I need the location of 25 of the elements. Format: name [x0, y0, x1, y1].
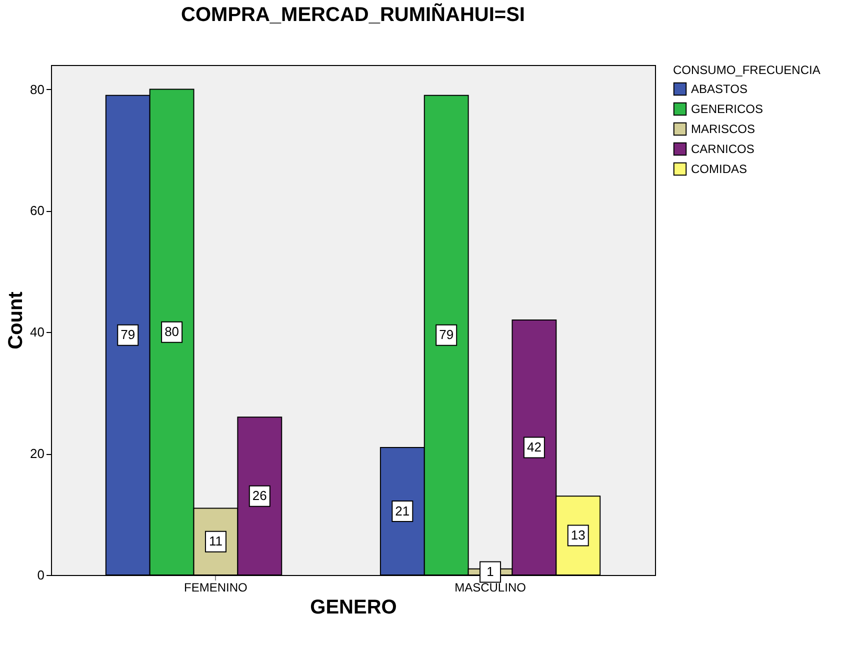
- data-label: 79: [120, 327, 136, 342]
- legend-label: ABASTOS: [691, 82, 748, 96]
- x-tick-label: FEMENINO: [184, 580, 248, 594]
- data-label: 11: [208, 534, 222, 549]
- legend-label: MARISCOS: [691, 122, 756, 136]
- y-tick-label: 80: [30, 82, 44, 97]
- data-label: 1: [486, 564, 494, 579]
- data-label: 42: [526, 440, 542, 454]
- legend-label: GENERICOS: [691, 102, 764, 116]
- data-label: 26: [252, 488, 267, 504]
- data-label: 79: [439, 327, 454, 342]
- data-label: 21: [395, 503, 410, 518]
- x-tick-label: MASCULINO: [454, 580, 526, 594]
- y-tick-label: 40: [30, 324, 44, 340]
- chart-title: COMPRA_MERCAD_RUMIÑAHUI=SI: [181, 3, 525, 26]
- legend-title: CONSUMO_FRECUENCIA: [673, 63, 820, 77]
- data-label: 80: [164, 324, 180, 340]
- legend-label: CARNICOS: [691, 142, 754, 156]
- y-tick-label: 0: [37, 568, 44, 582]
- legend-label: COMIDAS: [691, 162, 748, 176]
- x-axis-title: GENERO: [310, 596, 397, 618]
- y-tick-label: 20: [30, 446, 44, 462]
- data-label: 13: [570, 528, 586, 543]
- y-tick-label: 60: [30, 203, 44, 218]
- y-axis-title: Count: [5, 291, 28, 350]
